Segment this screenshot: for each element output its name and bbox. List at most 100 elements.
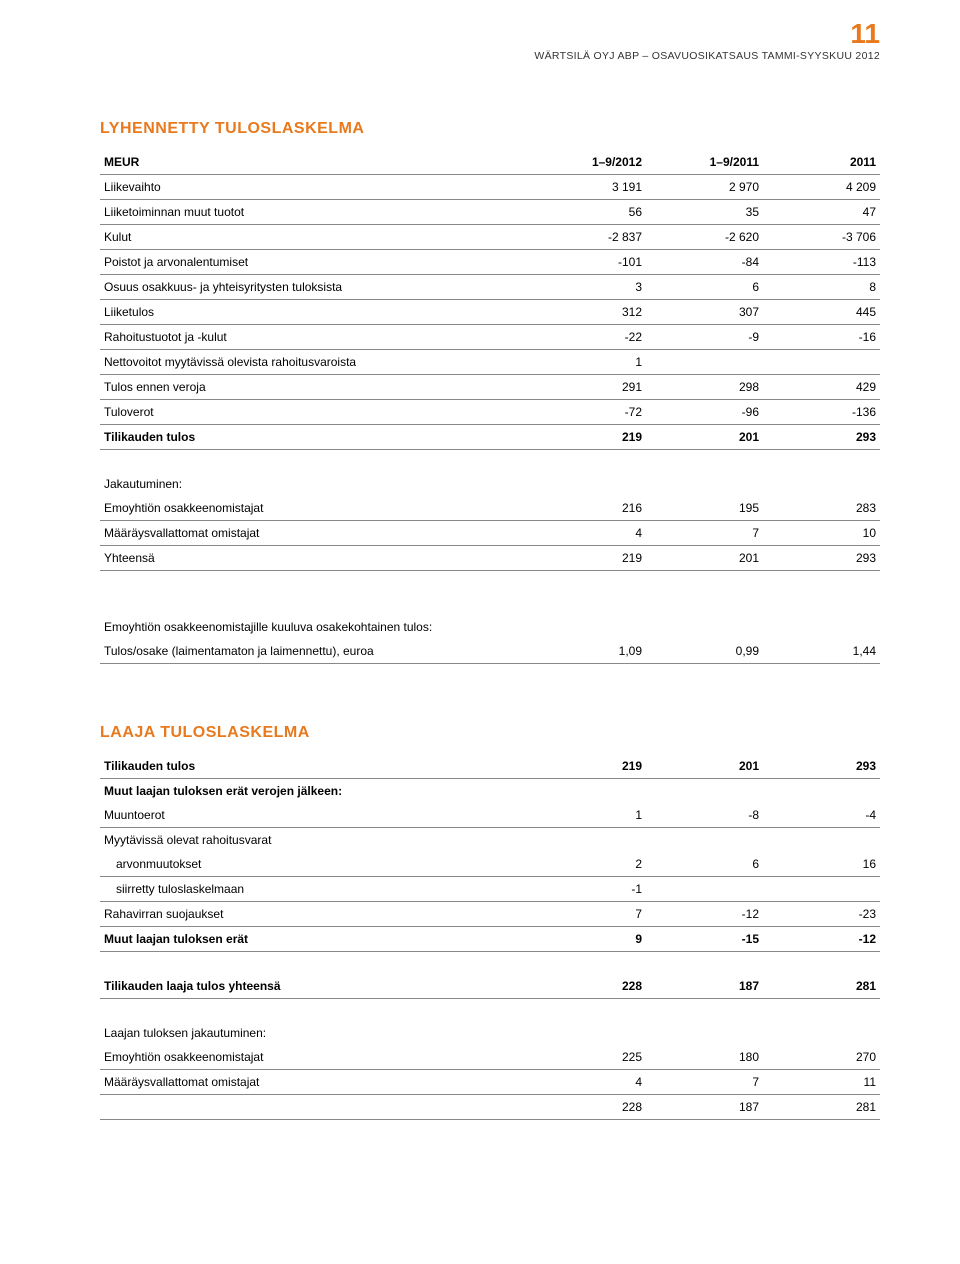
cell-label: Rahavirran suojaukset: [100, 902, 529, 927]
cell-label: Liiketoiminnan muut tuotot: [100, 200, 529, 225]
cell-value: -113: [763, 250, 880, 275]
cell-value: [763, 350, 880, 375]
cell-label: Yhteensä: [100, 546, 529, 571]
page-number: 11: [850, 18, 880, 50]
section2-title: LAAJA TULOSLASKELMA: [100, 724, 880, 742]
col-header: 1–9/2012: [529, 150, 646, 175]
table-row: Määräysvallattomat omistajat4710: [100, 521, 880, 546]
cell-value: 307: [646, 300, 763, 325]
comprehensive-income-table: Tilikauden tulos219201293Muut laajan tul…: [100, 754, 880, 952]
cell-value: 56: [529, 200, 646, 225]
cell-value: 283: [763, 496, 880, 521]
cell-value: 187: [646, 1095, 763, 1120]
cell-label: Kulut: [100, 225, 529, 250]
cell-value: 228: [529, 974, 646, 999]
cell-value: 1: [529, 803, 646, 828]
cell-label: Tulos/osake (laimentamaton ja laimennett…: [100, 639, 529, 664]
cell-value: 10: [763, 521, 880, 546]
table-row: Määräysvallattomat omistajat4711: [100, 1070, 880, 1095]
cell-value: 16: [763, 852, 880, 877]
cell-value: 293: [763, 754, 880, 779]
table-row: Tilikauden tulos219201293: [100, 425, 880, 450]
cell-value: 4: [529, 521, 646, 546]
cell-value: 6: [646, 275, 763, 300]
table-row: Tilikauden tulos219201293: [100, 754, 880, 779]
table-row: Tulos/osake (laimentamaton ja laimennett…: [100, 639, 880, 664]
cell-label: Tilikauden tulos: [100, 425, 529, 450]
cell-label: Määräysvallattomat omistajat: [100, 521, 529, 546]
cell-value: 216: [529, 496, 646, 521]
cell-value: 1,44: [763, 639, 880, 664]
cell-value: [763, 828, 880, 853]
cell-value: [529, 779, 646, 804]
cell-value: -72: [529, 400, 646, 425]
cell-label: arvonmuutokset: [100, 852, 529, 877]
cell-value: [763, 779, 880, 804]
cell-value: -136: [763, 400, 880, 425]
page-subtitle: WÄRTSILÄ OYJ ABP – OSAVUOSIKATSAUS TAMMI…: [534, 50, 880, 62]
cell-label: Tilikauden tulos: [100, 754, 529, 779]
cell-value: 219: [529, 425, 646, 450]
cell-value: -1: [529, 877, 646, 902]
cell-value: -23: [763, 902, 880, 927]
table-row: Emoyhtiön osakkeenomistajat225180270: [100, 1045, 880, 1070]
table-row: siirretty tuloslaskelmaan-1: [100, 877, 880, 902]
table-row: Rahoitustuotot ja -kulut-22-9-16: [100, 325, 880, 350]
cell-value: 429: [763, 375, 880, 400]
table-header-row: MEUR 1–9/2012 1–9/2011 2011: [100, 150, 880, 175]
cell-label: Liiketulos: [100, 300, 529, 325]
cell-value: [646, 877, 763, 902]
cell-value: [763, 877, 880, 902]
cell-value: 7: [646, 1070, 763, 1095]
cell-value: 9: [529, 927, 646, 952]
cell-value: [529, 828, 646, 853]
s2-total-table: Tilikauden laaja tulos yhteensä 228 187 …: [100, 974, 880, 999]
table-row: Emoyhtiön osakkeenomistajille kuuluva os…: [100, 615, 880, 639]
cell-value: 35: [646, 200, 763, 225]
table-row: Yhteensä219201293: [100, 546, 880, 571]
table-row: arvonmuutokset2616: [100, 852, 880, 877]
cell-value: 201: [646, 754, 763, 779]
cell-value: -22: [529, 325, 646, 350]
cell-value: 201: [646, 425, 763, 450]
table-row: Liiketulos312307445: [100, 300, 880, 325]
cell-label: Muuntoerot: [100, 803, 529, 828]
table-row: Poistot ja arvonalentumiset-101-84-113: [100, 250, 880, 275]
cell-label: Tuloverot: [100, 400, 529, 425]
cell-value: [646, 828, 763, 853]
table-row: Tuloverot-72-96-136: [100, 400, 880, 425]
table-row: Emoyhtiön osakkeenomistajat216195283: [100, 496, 880, 521]
eps-table: Emoyhtiön osakkeenomistajille kuuluva os…: [100, 615, 880, 664]
table-row: Muut laajan tuloksen erät verojen jälkee…: [100, 779, 880, 804]
col-header: 2011: [763, 150, 880, 175]
cell-value: -15: [646, 927, 763, 952]
table-row: Kulut-2 837-2 620-3 706: [100, 225, 880, 250]
eps-header: Emoyhtiön osakkeenomistajille kuuluva os…: [100, 615, 529, 639]
cell-value: -16: [763, 325, 880, 350]
cell-value: -84: [646, 250, 763, 275]
cell-value: 312: [529, 300, 646, 325]
income-statement-table: MEUR 1–9/2012 1–9/2011 2011 Liikevaihto 3…: [100, 150, 880, 450]
cell-value: 293: [763, 425, 880, 450]
cell-value: -8: [646, 803, 763, 828]
table-row: Nettovoitot myytävissä olevista rahoitus…: [100, 350, 880, 375]
cell-value: -4: [763, 803, 880, 828]
cell-value: 11: [763, 1070, 880, 1095]
cell-value: 2: [529, 852, 646, 877]
table-row: Tulos ennen veroja291298429: [100, 375, 880, 400]
cell-value: -12: [763, 927, 880, 952]
col-header: MEUR: [100, 150, 529, 175]
cell-value: 281: [763, 974, 880, 999]
cell-value: -96: [646, 400, 763, 425]
cell-label: Tulos ennen veroja: [100, 375, 529, 400]
cell-value: 6: [646, 852, 763, 877]
cell-label: Emoyhtiön osakkeenomistajat: [100, 496, 529, 521]
col-header: 1–9/2011: [646, 150, 763, 175]
table-row: Jakautuminen:: [100, 472, 880, 496]
cell-label: Liikevaihto: [100, 175, 529, 200]
table-row: Myytävissä olevat rahoitusvarat: [100, 828, 880, 853]
table-row: Muuntoerot1-8-4: [100, 803, 880, 828]
cell-label: siirretty tuloslaskelmaan: [100, 877, 529, 902]
cell-value: 219: [529, 754, 646, 779]
table-row: Tilikauden laaja tulos yhteensä 228 187 …: [100, 974, 880, 999]
